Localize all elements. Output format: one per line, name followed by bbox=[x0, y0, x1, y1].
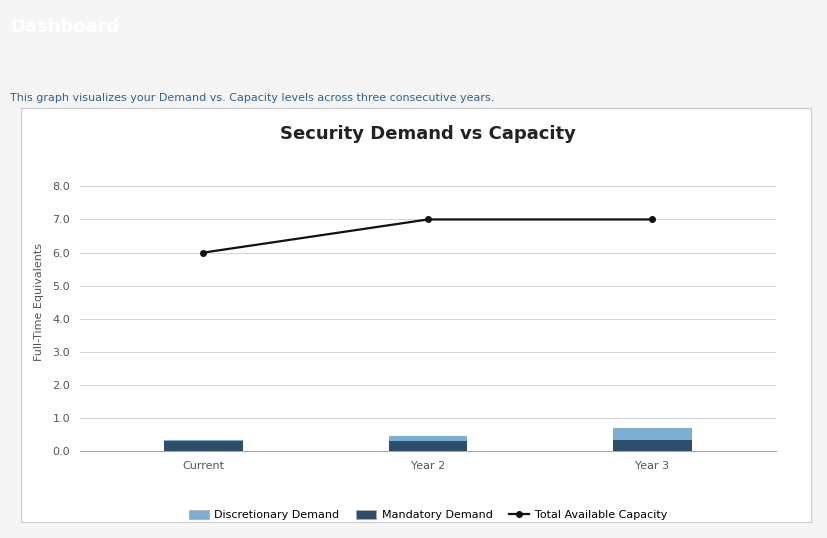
Legend: Discretionary Demand, Mandatory Demand, Total Available Capacity: Discretionary Demand, Mandatory Demand, … bbox=[184, 506, 671, 525]
Bar bbox=[612, 428, 691, 440]
Title: Security Demand vs Capacity: Security Demand vs Capacity bbox=[280, 125, 575, 143]
Bar bbox=[164, 440, 242, 442]
Bar bbox=[388, 436, 466, 441]
Bar bbox=[612, 440, 691, 451]
Bar bbox=[164, 442, 242, 451]
Bar bbox=[388, 441, 466, 451]
Text: Dashboard: Dashboard bbox=[10, 18, 119, 37]
Y-axis label: Full-Time Equivalents: Full-Time Equivalents bbox=[34, 243, 44, 362]
Text: This graph visualizes your Demand vs. Capacity levels across three consecutive y: This graph visualizes your Demand vs. Ca… bbox=[10, 93, 494, 103]
